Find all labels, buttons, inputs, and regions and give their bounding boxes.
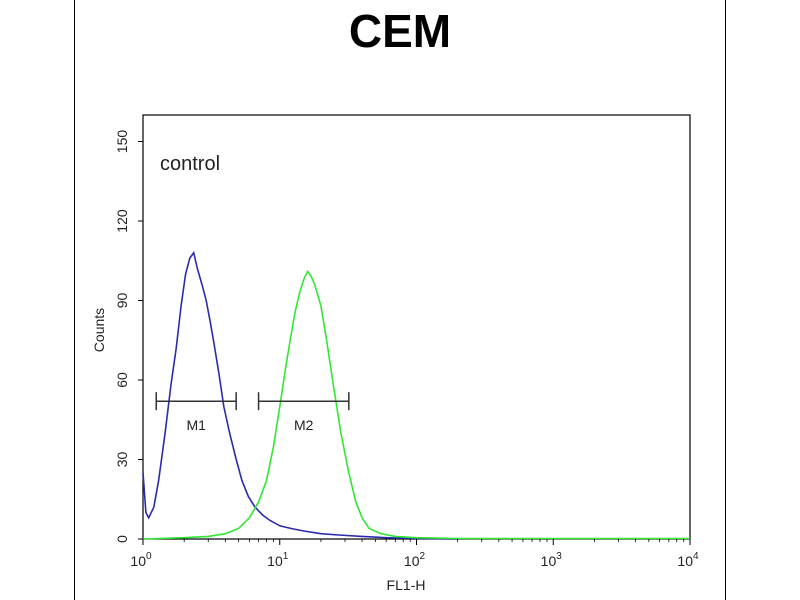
gate-marker-m1: M1 bbox=[155, 392, 237, 433]
marker-layer: M1 M2 bbox=[155, 392, 350, 433]
y-axis-label: Counts bbox=[91, 308, 107, 352]
gate-marker-m2: M2 bbox=[257, 392, 350, 433]
y-tick-label: 90 bbox=[114, 293, 130, 309]
y-tick-label: 150 bbox=[114, 130, 130, 154]
chart-title: CEM bbox=[348, 5, 452, 57]
y-tick-label: 0 bbox=[114, 535, 130, 543]
series-line-2 bbox=[142, 269, 690, 540]
x-tick-label: 103 bbox=[541, 551, 563, 569]
figure-frame bbox=[74, 0, 726, 600]
y-tick-label: 60 bbox=[114, 372, 130, 388]
y-tick-label: 30 bbox=[114, 452, 130, 468]
y-tick-label: 120 bbox=[114, 209, 130, 233]
tick-layer: 0 30 60 90 120 150 100 101 102 103 104 bbox=[114, 130, 699, 569]
gate-label-m2: M2 bbox=[294, 417, 314, 433]
x-tick-label: 101 bbox=[267, 551, 289, 569]
x-tick-label: 100 bbox=[130, 551, 152, 569]
x-axis-label: FL1-H bbox=[387, 577, 426, 593]
x-tick-label: 102 bbox=[404, 551, 426, 569]
control-annotation: control bbox=[160, 153, 220, 175]
x-tick-label: 104 bbox=[677, 551, 699, 569]
series-layer bbox=[142, 250, 690, 540]
plot-area bbox=[142, 114, 691, 540]
gate-label-m1: M1 bbox=[186, 417, 206, 433]
series-line-1 bbox=[142, 250, 458, 540]
